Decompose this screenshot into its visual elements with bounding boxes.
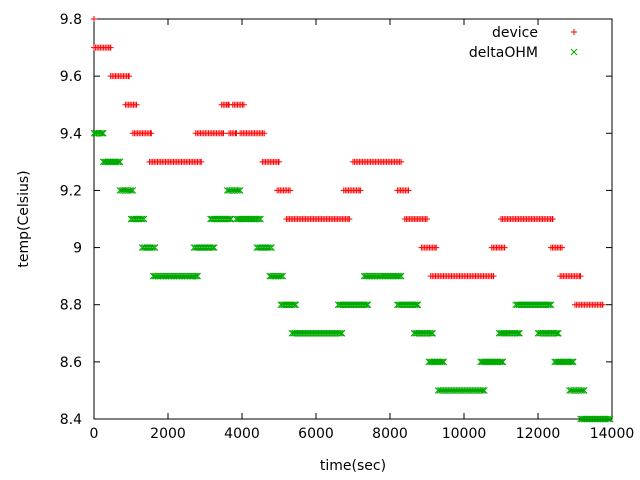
legend-label-device: device xyxy=(492,25,538,41)
x-axis-label: time(sec) xyxy=(320,458,386,474)
legend-cross-mark xyxy=(570,48,578,56)
axis-ticks xyxy=(93,18,613,420)
data-point-run xyxy=(283,216,353,222)
data-point-run xyxy=(557,273,584,280)
data-point-run xyxy=(277,301,300,309)
data-point-run xyxy=(127,215,148,223)
legend-label-deltaohm: deltaOHM xyxy=(469,45,538,61)
data-point-run xyxy=(266,272,287,280)
x-tick-label: 14000 xyxy=(590,426,635,442)
data-point-run xyxy=(226,130,240,137)
data-point-run xyxy=(534,329,562,337)
data-point-run xyxy=(288,329,346,337)
data-point-run xyxy=(512,301,555,309)
y-tick-label: 8.6 xyxy=(60,355,82,371)
x-tick-label: 4000 xyxy=(224,426,260,442)
data-point-run xyxy=(259,158,282,165)
x-tick-label: 8000 xyxy=(372,426,408,442)
data-point-run xyxy=(253,244,275,251)
y-tick-labels: 8.4 8.6 8.8 9 9.2 9.4 9.6 9.8 xyxy=(60,12,82,428)
data-point-run xyxy=(223,187,244,194)
data-point-run xyxy=(334,301,372,309)
data-point-run xyxy=(427,273,497,280)
data-point-run xyxy=(107,73,133,80)
data-point-run xyxy=(498,216,556,222)
x-tick-label: 2000 xyxy=(150,426,186,442)
legend-marker-device xyxy=(571,29,577,35)
data-point-run xyxy=(477,358,507,366)
series-device xyxy=(91,16,606,308)
data-point-run xyxy=(91,44,114,51)
data-point-run xyxy=(418,244,440,251)
data-point-run xyxy=(410,329,436,337)
x-tick-label: 10000 xyxy=(442,426,487,442)
y-tick-label: 8.4 xyxy=(60,412,82,428)
data-point-run xyxy=(146,158,205,165)
x-tick-label: 6000 xyxy=(298,426,334,442)
y-tick-label: 9.8 xyxy=(60,12,82,28)
data-point-run xyxy=(122,101,140,108)
y-tick-label: 8.8 xyxy=(60,298,82,314)
y-tick-label: 9.6 xyxy=(60,69,82,85)
data-point-run xyxy=(551,358,577,366)
data-point-run xyxy=(90,129,107,137)
data-point-run xyxy=(129,130,155,137)
x-tick-labels: 0 2000 4000 6000 8000 10000 12000 14000 xyxy=(90,426,635,442)
data-point-run xyxy=(488,244,508,251)
data-point-run xyxy=(350,158,405,165)
data-point-run xyxy=(274,187,294,194)
legend-plus-mark xyxy=(571,29,577,35)
y-tick-label: 9 xyxy=(73,241,82,257)
data-point-run xyxy=(192,130,227,137)
data-point-run xyxy=(495,329,523,337)
legend-marker-deltaohm xyxy=(570,48,578,56)
data-point-run xyxy=(394,187,412,194)
data-series xyxy=(90,16,614,423)
x-tick-label: 0 xyxy=(90,426,99,442)
data-point-run xyxy=(207,215,235,223)
data-point-run xyxy=(434,387,488,394)
plot-frame xyxy=(93,18,613,420)
data-point-run xyxy=(577,415,614,423)
data-point-run xyxy=(572,301,606,308)
data-point-run xyxy=(237,130,268,137)
data-point-run xyxy=(218,101,233,108)
series-deltaohm xyxy=(90,129,614,423)
data-point-run xyxy=(547,244,566,251)
data-point-run xyxy=(340,187,364,194)
y-tick-label: 9.2 xyxy=(60,183,82,199)
y-axis-label: temp(Celsius) xyxy=(16,170,32,267)
x-tick-label: 12000 xyxy=(516,426,561,442)
legend: device deltaOHM xyxy=(469,25,578,61)
data-point-run xyxy=(425,358,448,366)
y-tick-label: 9.4 xyxy=(60,126,82,142)
data-point-run xyxy=(190,244,218,251)
data-point-run xyxy=(91,16,97,22)
data-point-run xyxy=(138,244,159,251)
data-point-run xyxy=(99,158,124,166)
data-point-run xyxy=(229,101,247,108)
data-point-run xyxy=(149,272,201,280)
data-point-run xyxy=(566,387,588,394)
data-point-run xyxy=(401,216,430,222)
data-point-run xyxy=(116,187,137,194)
data-point-run xyxy=(233,215,264,223)
data-point-run xyxy=(360,272,405,280)
data-point-run xyxy=(394,301,422,309)
